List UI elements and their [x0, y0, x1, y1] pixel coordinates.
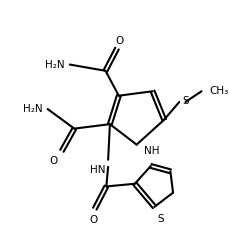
Text: O: O: [90, 214, 98, 224]
Text: S: S: [182, 96, 189, 106]
Text: CH₃: CH₃: [210, 86, 229, 96]
Text: H₂N: H₂N: [23, 104, 42, 114]
Text: HN: HN: [90, 165, 106, 174]
Text: H₂N: H₂N: [45, 59, 65, 69]
Text: S: S: [157, 213, 164, 223]
Text: NH: NH: [144, 145, 159, 155]
Text: O: O: [49, 156, 57, 166]
Text: O: O: [116, 36, 124, 46]
